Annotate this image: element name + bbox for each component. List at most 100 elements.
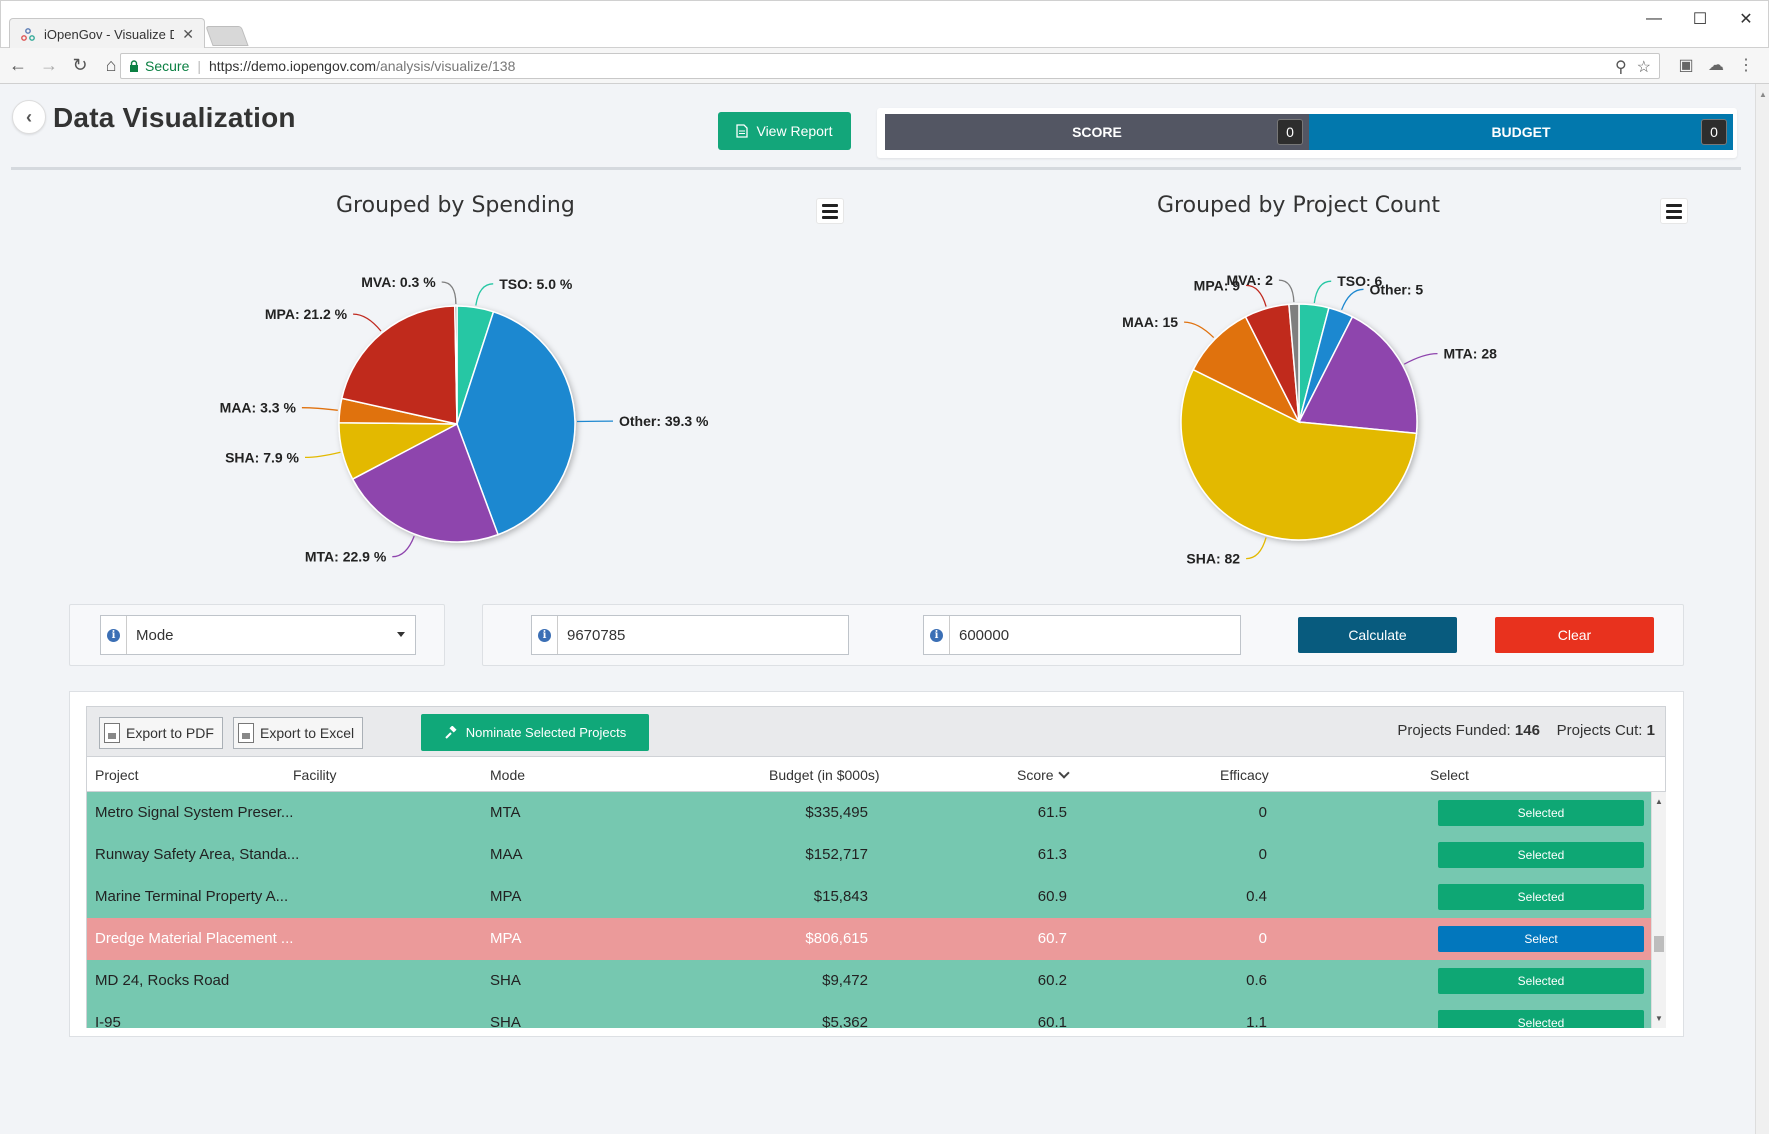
budget-label: BUDGET	[1491, 124, 1551, 140]
pie-slice-mva[interactable]	[454, 305, 458, 425]
table-row[interactable]: Runway Safety Area, Standa... MAA $152,717…	[87, 834, 1651, 876]
mode-select-value: Mode	[136, 626, 174, 644]
selected-button[interactable]: Selected	[1438, 968, 1644, 994]
zoom-icon[interactable]: ⚲	[1614, 59, 1627, 76]
window-close-icon[interactable]: ✕	[1739, 11, 1753, 28]
view-report-button[interactable]: View Report	[718, 112, 851, 150]
pie-slice-mta[interactable]	[351, 422, 500, 543]
pie-connector-sha	[1246, 537, 1267, 560]
pie-slice-other[interactable]	[456, 310, 576, 536]
info-icon[interactable]: i	[101, 616, 127, 654]
table-row[interactable]: I-95 SHA $5,362 60.1 1.1 Selected	[87, 1002, 1651, 1028]
column-header-budget[interactable]: Budget (in $000s)	[769, 767, 880, 783]
score-cell: 61.3	[1037, 846, 1067, 863]
projects-grid: Export to PDF Export to Excel Nominate S…	[69, 691, 1684, 1037]
home-icon[interactable]: ⌂	[105, 55, 117, 75]
pie-label-sha: SHA: 82	[1186, 551, 1240, 567]
scroll-thumb[interactable]	[1654, 936, 1664, 952]
pie-connector-mpa	[1246, 284, 1267, 307]
column-header-facility[interactable]: Facility	[293, 767, 337, 783]
export-pdf-label: Export to PDF	[126, 725, 214, 741]
select-button[interactable]: Select	[1438, 926, 1644, 952]
extension-icon[interactable]: ▣	[1678, 57, 1694, 74]
info-icon[interactable]: i	[924, 616, 950, 654]
grid-scrollbar[interactable]: ▲ ▼	[1651, 792, 1666, 1028]
mode-select[interactable]: i Mode	[100, 615, 416, 655]
pdf-icon	[104, 723, 120, 743]
forward-arrow-icon[interactable]: →	[40, 55, 58, 75]
cut-label: Projects Cut:	[1556, 722, 1643, 739]
minimize-icon[interactable]: —	[1646, 10, 1662, 27]
pie-label-tso: TSO: 5.0 %	[499, 276, 573, 292]
export-excel-label: Export to Excel	[260, 725, 355, 741]
calculate-button[interactable]: Calculate	[1298, 617, 1457, 653]
column-header-select[interactable]: Select	[1430, 767, 1469, 783]
pie-slice-maa[interactable]	[1192, 315, 1301, 424]
cut-value: 1	[1646, 722, 1655, 739]
url-path: /analysis/visualize/138	[376, 58, 516, 74]
column-header-score[interactable]: Score	[1017, 767, 1070, 783]
budget-input-value: 9670785	[567, 626, 626, 644]
budget-cell: $152,717	[805, 846, 868, 863]
clear-button[interactable]: Clear	[1495, 617, 1654, 653]
selected-button[interactable]: Selected	[1438, 842, 1644, 868]
pie-slice-mta[interactable]	[1297, 315, 1418, 435]
pie-label-mta: MTA: 28	[1444, 346, 1498, 362]
budget-input[interactable]: i 9670785	[531, 615, 849, 655]
project-cell: Marine Terminal Property A...	[95, 888, 289, 905]
efficacy-cell: 0.4	[1246, 888, 1267, 905]
table-row[interactable]: Dredge Material Placement ... MPA $806,615…	[87, 918, 1651, 960]
maximize-icon[interactable]: ☐	[1692, 11, 1708, 28]
scroll-down-icon[interactable]: ▼	[1655, 1014, 1663, 1023]
selected-button[interactable]: Selected	[1438, 884, 1644, 910]
column-header-efficacy[interactable]: Efficacy	[1220, 767, 1269, 783]
page-content: ‹ Data Visualization View Report SCORE 0…	[0, 84, 1769, 1134]
page-scroll-up-icon[interactable]: ▲	[1759, 90, 1767, 99]
table-row[interactable]: Metro Signal System Preser... MTA $335,495…	[87, 792, 1651, 834]
browser-tab[interactable]: iOpenGov - Visualize Dat ✕	[9, 18, 205, 50]
budget-bar: BUDGET 0	[1309, 114, 1733, 150]
pie-label-mva: MVA: 0.3 %	[361, 274, 436, 290]
address-bar[interactable]: Secure | https://demo.iopengov.com/analy…	[120, 53, 1660, 79]
browser-menu-icon[interactable]: ⋮	[1738, 57, 1754, 74]
scroll-up-icon[interactable]: ▲	[1655, 797, 1663, 806]
drive-icon[interactable]: ☁	[1708, 57, 1724, 74]
info-icon[interactable]: i	[532, 616, 558, 654]
efficacy-cell: 0	[1258, 930, 1267, 947]
back-arrow-icon[interactable]: ←	[9, 55, 27, 75]
secure-indicator[interactable]: Secure	[129, 58, 189, 74]
bookmark-star-icon[interactable]: ☆	[1636, 59, 1651, 76]
selected-button[interactable]: Selected	[1438, 800, 1644, 826]
score-cell: 60.2	[1037, 972, 1067, 989]
divider	[11, 167, 1741, 170]
budget-value: 0	[1701, 119, 1727, 145]
table-row[interactable]: Marine Terminal Property A... MPA $15,843 6…	[87, 876, 1651, 918]
column-header-project[interactable]: Project	[95, 767, 139, 783]
chart-menu-button-project-count[interactable]	[1660, 198, 1688, 224]
nominate-label: Nominate Selected Projects	[465, 725, 627, 740]
nominate-button[interactable]: Nominate Selected Projects	[421, 714, 649, 751]
table-row[interactable]: MD 24, Rocks Road SHA $9,472 60.2 0.6 Selecte…	[87, 960, 1651, 1002]
selected-button[interactable]: Selected	[1438, 1010, 1644, 1028]
reload-icon[interactable]: ↻	[72, 55, 88, 75]
funded-label: Projects Funded:	[1397, 722, 1511, 739]
back-button[interactable]: ‹	[12, 100, 46, 134]
threshold-input[interactable]: i 600000	[923, 615, 1241, 655]
page-scrollbar[interactable]: ▲	[1755, 84, 1769, 1134]
score-cell: 61.5	[1037, 804, 1067, 821]
column-header-mode[interactable]: Mode	[490, 767, 526, 783]
grid-toolbar: Export to PDF Export to Excel Nominate S…	[86, 706, 1666, 756]
pie-slice-mpa[interactable]	[340, 305, 458, 425]
new-tab-button[interactable]	[205, 26, 249, 46]
pie-slice-mva[interactable]	[1288, 303, 1300, 423]
pie-charts: TSO: 5.0 % Other: 39.3 % MTA: 22.9 % SHA: 7…	[220, 272, 1498, 567]
close-tab-icon[interactable]: ✕	[182, 26, 194, 42]
export-excel-button[interactable]: Export to Excel	[233, 717, 364, 749]
export-pdf-button[interactable]: Export to PDF	[99, 717, 223, 749]
pie-slice-sha[interactable]	[1180, 368, 1418, 541]
lock-icon	[130, 60, 138, 72]
mode-cell: SHA	[490, 1014, 521, 1028]
budget-cell: $806,615	[805, 930, 868, 947]
chart-menu-button-spending[interactable]	[816, 198, 844, 224]
pie-connector-maa	[301, 407, 338, 411]
